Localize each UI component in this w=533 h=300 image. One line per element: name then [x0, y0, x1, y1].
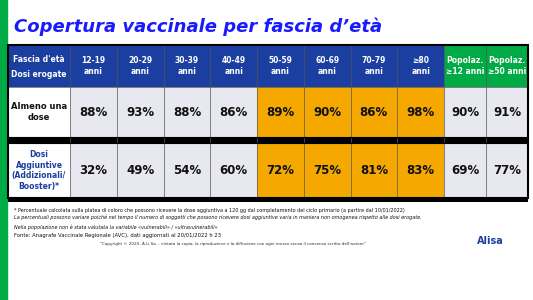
- Text: 86%: 86%: [220, 106, 248, 118]
- Text: Alisa: Alisa: [477, 236, 503, 246]
- Text: 81%: 81%: [360, 164, 388, 177]
- Text: 91%: 91%: [493, 106, 521, 118]
- Text: 89%: 89%: [266, 106, 295, 118]
- Text: 70-79
anni: 70-79 anni: [362, 56, 386, 76]
- Bar: [210, 143, 257, 198]
- Bar: [444, 143, 486, 198]
- Bar: [70, 87, 117, 137]
- Bar: [486, 143, 528, 198]
- Bar: [351, 87, 397, 137]
- Bar: [8, 143, 70, 198]
- Text: 12-19
anni: 12-19 anni: [82, 56, 106, 76]
- Text: 40-49
anni: 40-49 anni: [222, 56, 246, 76]
- Bar: [486, 87, 528, 137]
- Bar: [257, 87, 304, 137]
- Bar: [444, 87, 486, 137]
- Text: "Copyright © 2020- A.Li.Sa. - vietata la copia, la riproduzione e la diffusione : "Copyright © 2020- A.Li.Sa. - vietata la…: [100, 242, 367, 246]
- Text: La percentuali possono variare poiché nel tempo il numero di soggetti che posson: La percentuali possono variare poiché ne…: [14, 215, 422, 220]
- Text: ≥80
anni: ≥80 anni: [411, 56, 430, 76]
- Bar: [8, 87, 70, 137]
- Text: Nella popolazione non è stata valutata la variabile «vulnerabili» / «ultravulner: Nella popolazione non è stata valutata l…: [14, 224, 217, 230]
- Bar: [8, 137, 528, 143]
- Text: Fascia d'età: Fascia d'età: [13, 55, 65, 64]
- Text: 83%: 83%: [407, 164, 435, 177]
- Bar: [117, 143, 164, 198]
- Text: Dosi
Aggiuntive
(Addizionali/
Booster)*: Dosi Aggiuntive (Addizionali/ Booster)*: [12, 150, 66, 190]
- Bar: [304, 87, 351, 137]
- Bar: [0, 0, 7, 300]
- Bar: [117, 87, 164, 137]
- Bar: [444, 45, 528, 87]
- Text: Dosi erogate: Dosi erogate: [11, 70, 67, 79]
- Bar: [257, 143, 304, 198]
- Text: * Percentuale calcolata sulla platea di coloro che possono ricevere la dose aggi: * Percentuale calcolata sulla platea di …: [14, 208, 405, 213]
- Text: 88%: 88%: [173, 106, 201, 118]
- Bar: [8, 45, 444, 87]
- Bar: [70, 143, 117, 198]
- Text: 20-29
anni: 20-29 anni: [128, 56, 152, 76]
- Text: 54%: 54%: [173, 164, 201, 177]
- Text: 86%: 86%: [360, 106, 388, 118]
- Bar: [8, 45, 528, 198]
- Text: 90%: 90%: [313, 106, 341, 118]
- Text: Popolaz.
≥50 anni: Popolaz. ≥50 anni: [488, 56, 526, 76]
- Bar: [397, 143, 444, 198]
- Text: 93%: 93%: [126, 106, 154, 118]
- Bar: [164, 143, 210, 198]
- Text: 49%: 49%: [126, 164, 154, 177]
- Bar: [304, 143, 351, 198]
- Text: 30-39
anni: 30-39 anni: [175, 56, 199, 76]
- Bar: [8, 198, 528, 202]
- Bar: [164, 87, 210, 137]
- Bar: [397, 87, 444, 137]
- Text: Copertura vaccinale per fascia d’età: Copertura vaccinale per fascia d’età: [14, 18, 382, 37]
- Text: 50-59
anni: 50-59 anni: [269, 56, 292, 76]
- Bar: [351, 143, 397, 198]
- Text: 90%: 90%: [451, 106, 479, 118]
- Text: 32%: 32%: [79, 164, 107, 177]
- Text: Popolaz.
≥12 anni: Popolaz. ≥12 anni: [446, 56, 484, 76]
- Text: 60-69
anni: 60-69 anni: [315, 56, 339, 76]
- Text: Fonte: Anagrafe Vaccinale Regionale (AVC), dati aggiornati al 20/01/2022 h 23: Fonte: Anagrafe Vaccinale Regionale (AVC…: [14, 233, 221, 238]
- Text: Almeno una
dose: Almeno una dose: [11, 102, 67, 122]
- Text: 98%: 98%: [407, 106, 435, 118]
- Text: 69%: 69%: [451, 164, 479, 177]
- Text: 72%: 72%: [266, 164, 294, 177]
- Bar: [210, 87, 257, 137]
- Text: 60%: 60%: [220, 164, 248, 177]
- Text: 75%: 75%: [313, 164, 341, 177]
- Text: 88%: 88%: [79, 106, 108, 118]
- Text: 77%: 77%: [493, 164, 521, 177]
